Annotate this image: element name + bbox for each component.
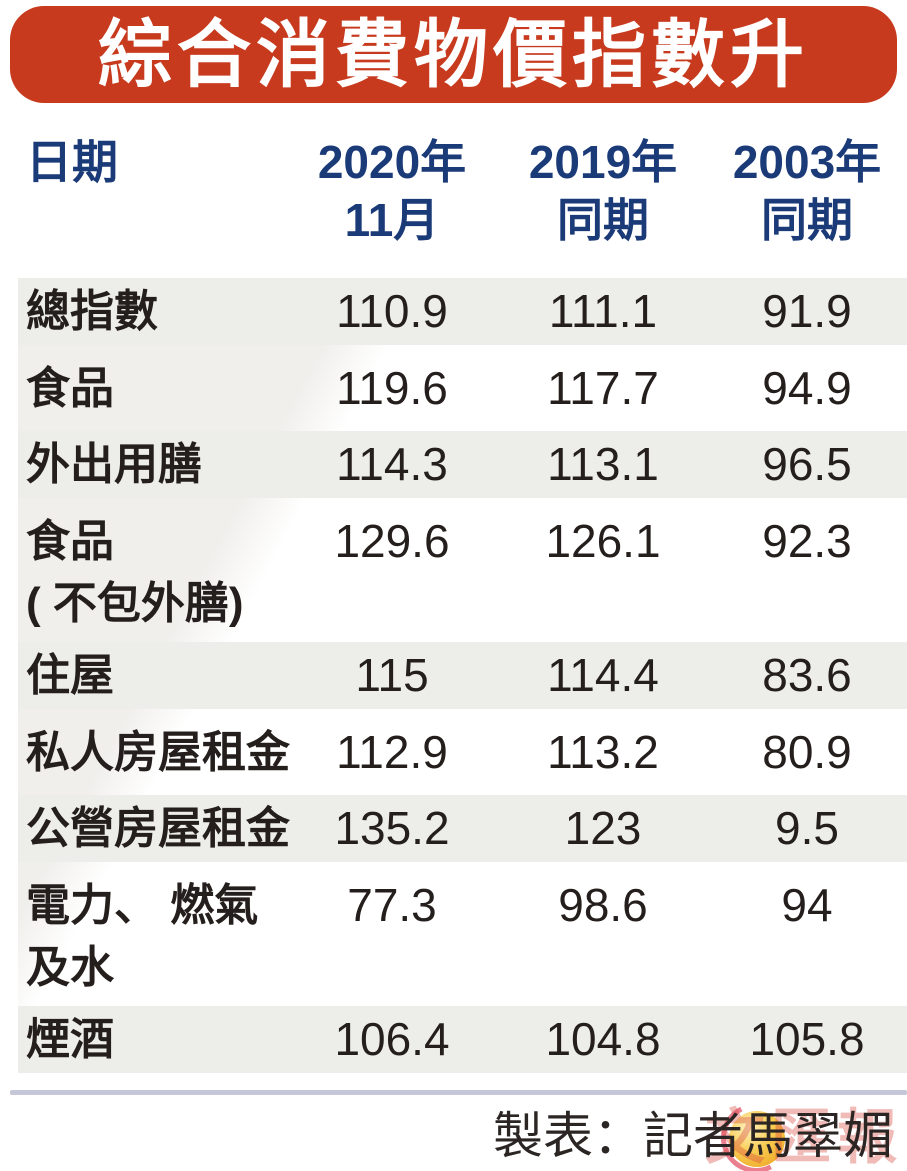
value-2019: 114.4 [547,649,659,701]
row-label-line1: 電力、 燃氣 [26,881,259,930]
column-header-label: 2020年 [317,136,467,188]
value-2003: 91.9 [762,285,852,337]
table-header-row: 日期 2020年 11月 2019年 同期 2003年 同期 [18,103,907,278]
table-row: 私人房屋租金 112.9 113.2 80.9 [18,709,907,795]
table-body: 總指數 110.9 111.1 91.9 食品 119.6 117.7 94.9… [18,278,907,1073]
row-label: 食品 ( 不包外膳) [18,508,285,633]
value-2003: 96.5 [762,438,852,490]
column-header-subline: 同期 [557,194,649,246]
value-2003: 9.5 [775,802,839,854]
credit-text: 製表：記者 [493,1108,743,1164]
column-header-date: 日期 [18,133,285,249]
table-row: 食品 119.6 117.7 94.9 [18,345,907,431]
value-2020: 135.2 [334,802,450,854]
cpi-table: 日期 2020年 11月 2019年 同期 2003年 同期 總指數 110.9… [18,103,907,1073]
credit-footer: 文匯報 製表：記者馬翠媚 [0,1093,907,1171]
row-label-line1: 食品 [26,364,114,413]
value-2020: 112.9 [336,726,448,778]
wenweipo-sun-logo-icon [729,1111,785,1167]
row-label-line1: 總指數 [26,287,158,336]
column-header-label: 2003年 [732,136,882,188]
column-header-2019: 2019年 同期 [499,133,707,249]
table-row: 煙酒 106.4 104.8 105.8 [18,1006,907,1073]
row-label: 食品 [18,355,285,422]
row-label-line1: 住屋 [26,651,114,700]
column-header-subline: 同期 [761,194,853,246]
row-label-line2: ( 不包外膳) [26,579,244,628]
column-header-label: 日期 [26,136,118,188]
value-2019: 126.1 [545,515,661,567]
value-2020: 129.6 [334,515,450,567]
row-label-line1: 煙酒 [26,1015,114,1064]
column-header-2020: 2020年 11月 [285,133,499,249]
table-row: 公營房屋租金 135.2 123 9.5 [18,795,907,862]
value-2020: 106.4 [334,1013,450,1065]
value-2020: 119.6 [336,362,448,414]
table-row: 外出用膳 114.3 113.1 96.5 [18,431,907,498]
row-label-line1: 外出用膳 [26,440,202,489]
value-2003: 80.9 [762,726,852,778]
value-2003: 92.3 [762,515,852,567]
column-header-subline [26,191,285,249]
table-row: 總指數 110.9 111.1 91.9 [18,278,907,345]
row-label: 總指數 [18,278,285,345]
row-label-line1: 食品 [26,517,114,566]
value-2003: 83.6 [762,649,852,701]
row-label: 公營房屋租金 [18,795,290,862]
value-2003: 105.8 [749,1013,865,1065]
value-2020: 110.9 [336,285,448,337]
table-row: 食品 ( 不包外膳) 129.6 126.1 92.3 [18,498,907,642]
table-row: 住屋 115 114.4 83.6 [18,642,907,709]
value-2019: 117.7 [547,362,659,414]
row-label-line1: 私人房屋租金 [26,728,290,777]
value-2020: 77.3 [347,879,437,931]
wenweipo-watermark: 文匯報 [705,1105,903,1171]
value-2003: 94.9 [762,362,852,414]
value-2003: 94 [781,879,833,931]
row-label-line2: 及水 [26,943,114,992]
author-name: 馬翠媚 [743,1108,893,1164]
value-2020: 114.3 [336,438,448,490]
page-title: 綜合消費物價指數升 [98,13,809,96]
value-2019: 113.1 [547,438,659,490]
column-header-label: 2019年 [528,136,678,188]
row-label: 私人房屋租金 [18,719,290,786]
value-2020: 115 [355,649,429,701]
column-header-2003: 2003年 同期 [707,133,907,249]
value-2019: 104.8 [545,1013,661,1065]
row-label: 住屋 [18,642,285,709]
value-2019: 113.2 [547,726,659,778]
column-header-subline: 11月 [344,194,440,246]
value-2019: 123 [564,802,642,854]
row-label-line1: 公營房屋租金 [26,804,290,853]
table-row: 電力、 燃氣 及水 77.3 98.6 94 [18,862,907,1006]
row-label: 電力、 燃氣 及水 [18,872,285,997]
row-label: 煙酒 [18,1006,285,1073]
title-banner: 綜合消費物價指數升 [10,6,897,103]
value-2019: 111.1 [548,285,658,337]
divider-line [10,1090,907,1095]
value-2019: 98.6 [558,879,648,931]
row-label: 外出用膳 [18,431,285,498]
